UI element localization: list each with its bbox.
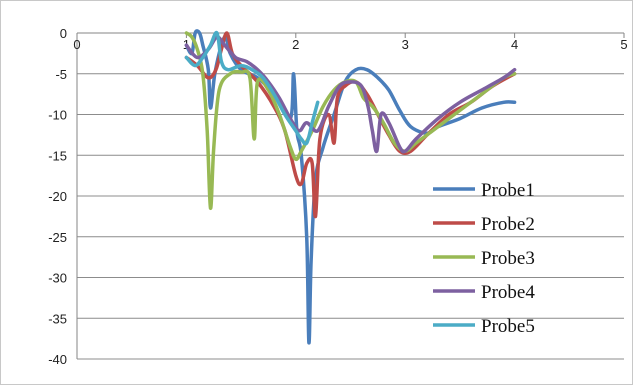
series-line-probe1 [184, 29, 517, 345]
x-tick-label: 3 [402, 37, 409, 52]
y-tick-labels: 0 -5 -10 -15 -20 -25 -30 -35 -40 [48, 26, 67, 367]
y-tick-label: -40 [48, 352, 67, 367]
legend-label-probe2: Probe2 [481, 214, 535, 235]
y-tick-label: -20 [48, 189, 67, 204]
y-tick-label: -25 [48, 230, 67, 245]
series-line-probe4 [184, 35, 517, 154]
y-tick-label: -5 [55, 67, 67, 82]
legend-label-probe4: Probe4 [481, 282, 535, 303]
legend: Probe1 Probe2 Probe3 Probe4 Probe5 [433, 180, 535, 337]
y-tick-label: -30 [48, 271, 67, 286]
gridlines [77, 32, 624, 360]
x-tick-label: 0 [73, 37, 80, 52]
y-tick-label: -10 [48, 108, 67, 123]
legend-label-probe1: Probe1 [481, 180, 535, 201]
x-tick-label: 2 [292, 37, 299, 52]
series-lines [184, 29, 517, 345]
legend-label-probe5: Probe5 [481, 316, 535, 337]
y-tick-label: 0 [60, 26, 67, 41]
series-line-probe2 [184, 31, 517, 219]
legend-label-probe3: Probe3 [481, 248, 535, 269]
y-tick-label: -35 [48, 311, 67, 326]
y-tick-label: -15 [48, 148, 67, 163]
x-tick-label: 5 [620, 37, 627, 52]
series-line-probe5 [184, 30, 320, 146]
x-tick-label: 4 [511, 37, 518, 52]
